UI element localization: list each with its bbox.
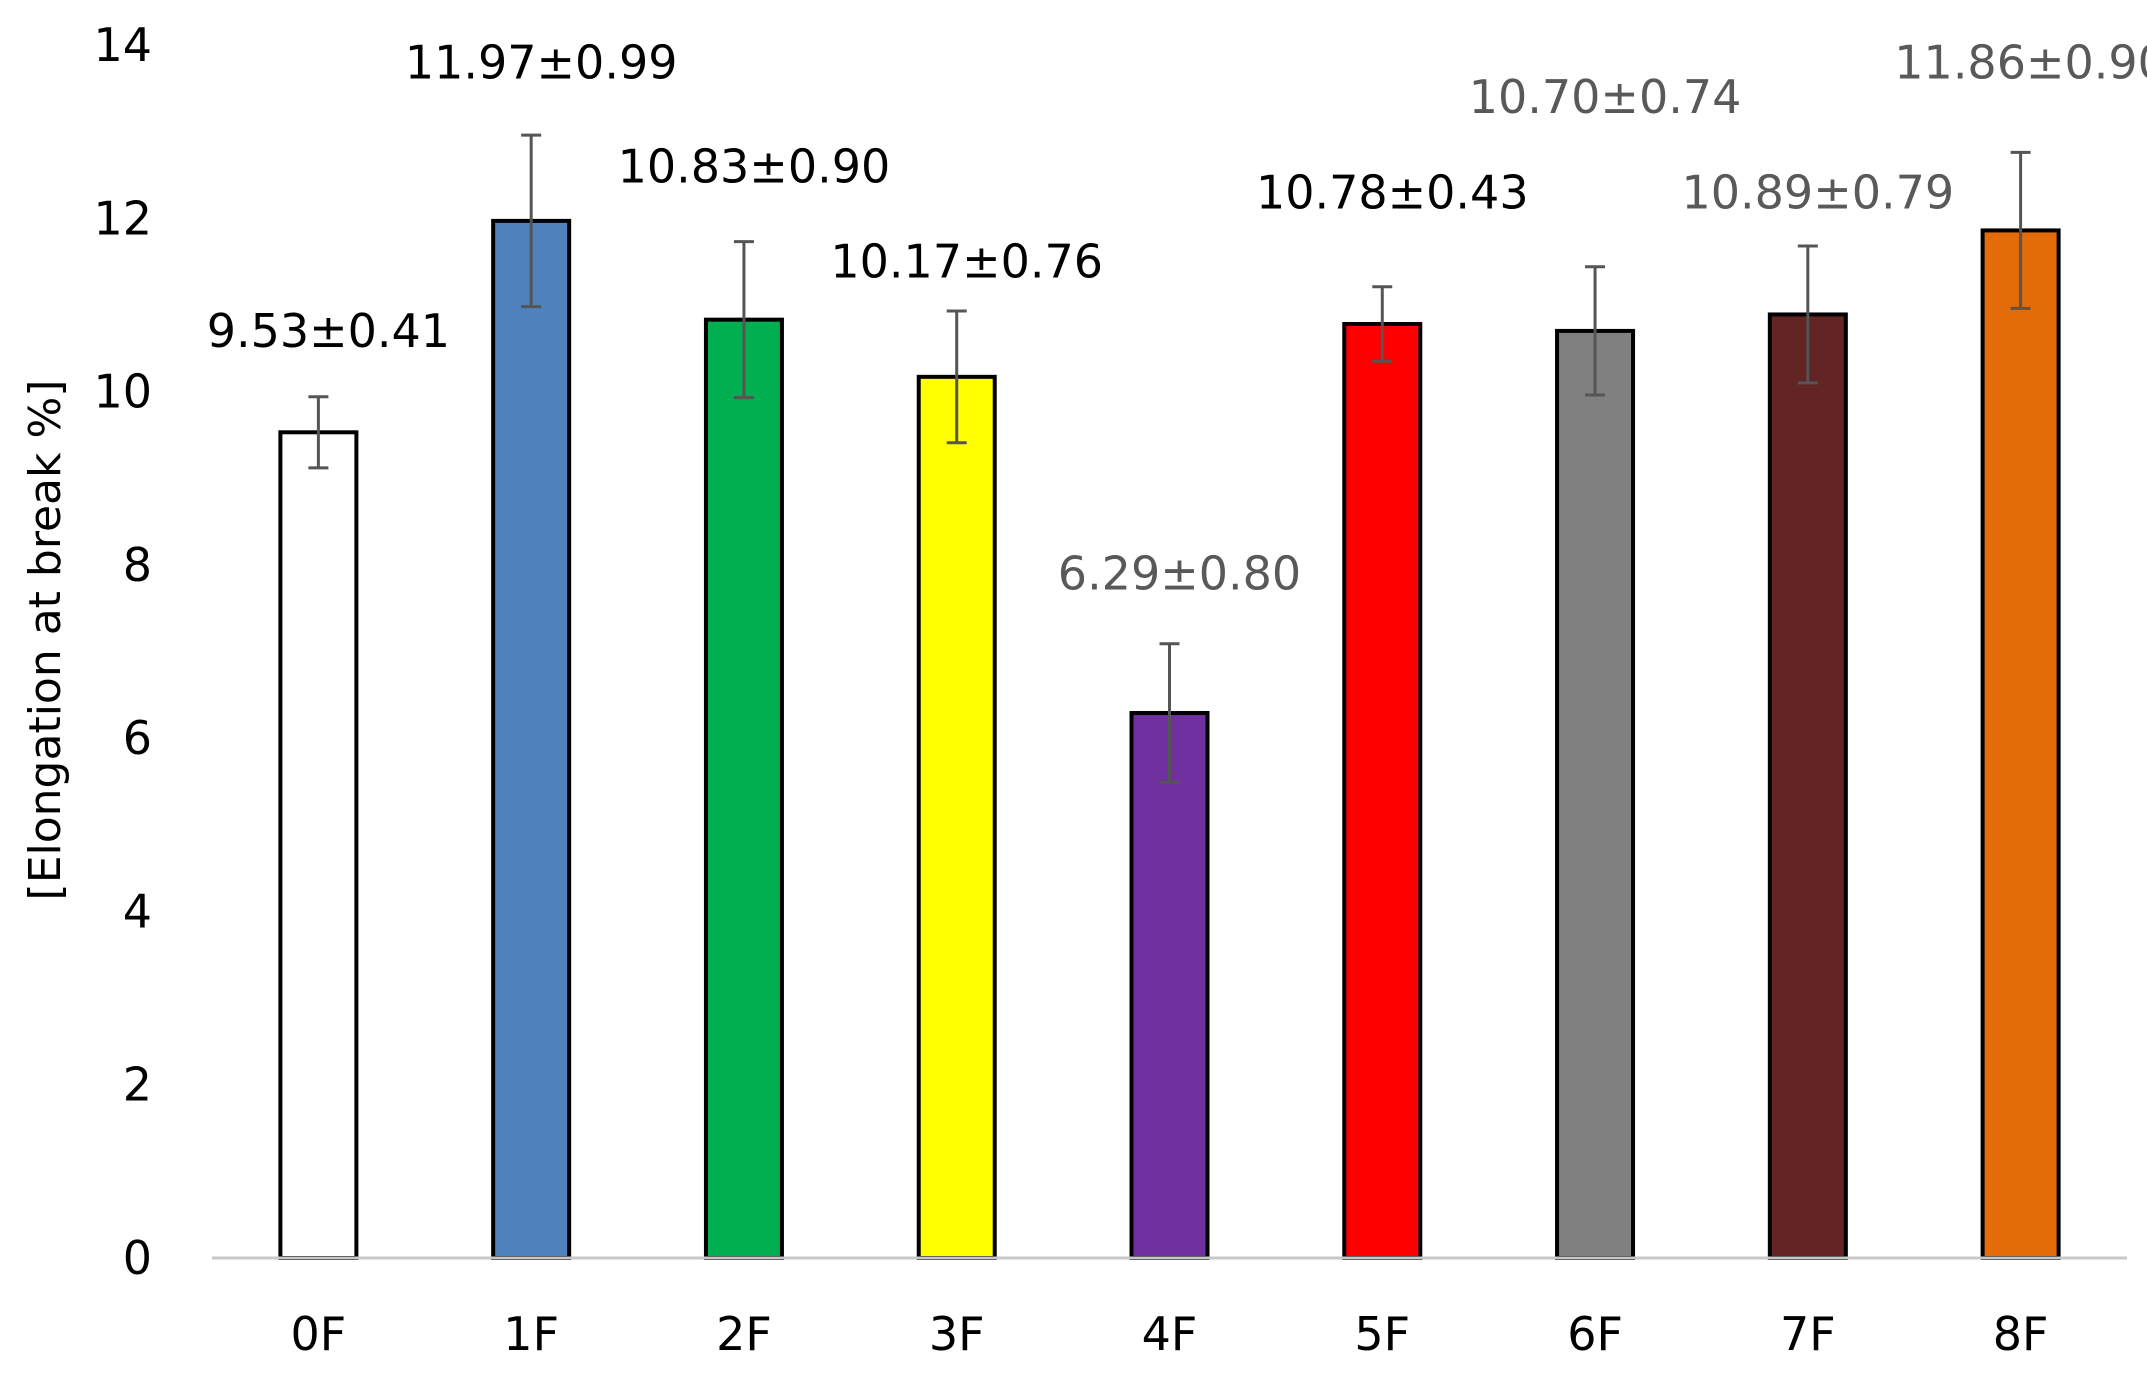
x-tick-label: 8F [1993,1307,2049,1361]
y-tick-label: 4 [123,884,152,938]
error-bar-5f [1372,285,1393,363]
y-axis-title: [Elongation at break %] [20,380,71,901]
data-label-7f: 10.89±0.79 [1682,165,1955,219]
bar-4f [1129,711,1210,1260]
error-bar-6f [1585,265,1606,397]
x-tick-label: 2F [716,1307,772,1361]
bar-8f [1980,228,2061,1260]
data-label-8f: 11.86±0.90 [1894,35,2147,89]
x-tick-label: 6F [1567,1307,1623,1361]
error-bars [308,133,2031,784]
data-labels: 9.53±0.41 11.97±0.99 10.83±0.90 10.17±0.76 6… [207,35,2147,600]
error-bar-0f [308,395,329,470]
data-label-4f: 6.29±0.80 [1058,547,1301,601]
y-tick-label: 14 [93,18,152,72]
x-tick-label: 5F [1354,1307,1410,1361]
y-tick-label: 8 [123,538,152,592]
data-label-2f: 10.83±0.90 [618,139,891,193]
x-tick-label: 7F [1780,1307,1836,1361]
x-tick-label: 4F [1142,1307,1198,1361]
data-label-0f: 9.53±0.41 [207,304,450,358]
x-tick-label: 0F [291,1307,347,1361]
y-axis-ticks: 0 2 4 6 8 10 12 14 [93,18,152,1285]
y-tick-label: 0 [123,1231,152,1285]
bar-5f [1342,321,1423,1260]
data-label-5f: 10.78±0.43 [1256,165,1529,219]
error-bar-2f [733,240,754,400]
error-bar-1f [521,133,542,309]
x-tick-label: 1F [503,1307,559,1361]
data-label-3f: 10.17±0.76 [830,235,1103,289]
bar-7f [1767,312,1848,1260]
y-tick-label: 10 [93,365,152,419]
x-axis-ticks: 0F 1F 2F 3F 4F 5F 6F 7F 8F [291,1307,2049,1361]
bar-2f [703,317,784,1261]
data-label-6f: 10.70±0.74 [1469,70,1742,124]
y-tick-label: 6 [123,711,152,765]
error-bar-3f [946,309,967,445]
y-tick-label: 12 [93,191,152,245]
y-tick-label: 2 [123,1058,152,1112]
error-bar-7f [1797,244,1818,385]
data-label-1f: 11.97±0.99 [405,35,678,89]
error-bar-4f [1159,642,1180,784]
x-tick-label: 3F [929,1307,985,1361]
bar-0f [278,430,359,1260]
bar-6f [1555,328,1636,1260]
bar-1f [491,218,572,1260]
error-bar-8f [2010,150,2031,310]
bar-3f [916,374,997,1260]
